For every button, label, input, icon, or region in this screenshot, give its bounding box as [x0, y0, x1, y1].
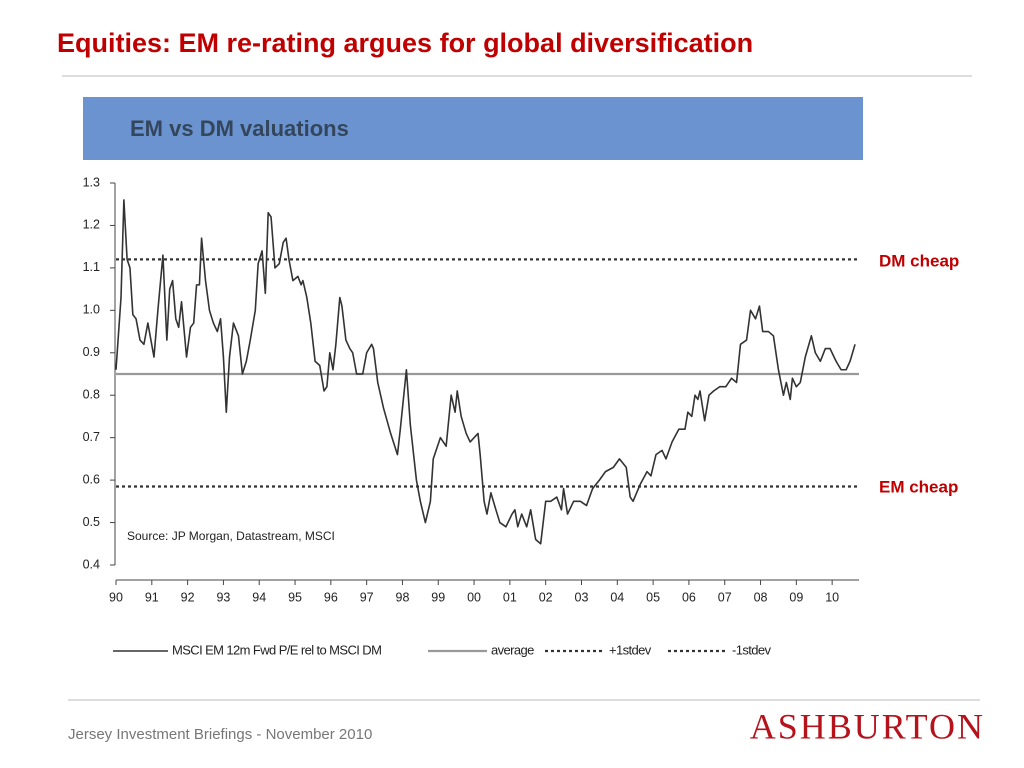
y-tick-label: 1.1	[83, 260, 100, 274]
x-tick-label: 09	[789, 590, 803, 604]
x-tick-label: 95	[288, 590, 302, 604]
y-tick-label: 0.5	[83, 515, 100, 529]
x-tick-label: 08	[754, 590, 768, 604]
annotation: DM cheap	[879, 251, 959, 270]
chart-title: EM vs DM valuations	[130, 116, 349, 141]
x-tick-label: 01	[503, 590, 517, 604]
y-tick-label: 0.6	[83, 472, 100, 486]
x-tick-label: 99	[431, 590, 445, 604]
x-tick-label: 94	[252, 590, 266, 604]
x-tick-label: 96	[324, 590, 338, 604]
x-tick-label: 06	[682, 590, 696, 604]
x-tick-label: 93	[216, 590, 230, 604]
slide-title: Equities: EM re-rating argues for global…	[57, 28, 753, 58]
legend-label: MSCI EM 12m Fwd P/E rel to MSCI DM	[172, 642, 381, 657]
x-tick-label: 98	[396, 590, 410, 604]
x-tick-label: 03	[575, 590, 589, 604]
legend-label: +1stdev	[609, 642, 652, 657]
series-line	[115, 199, 856, 545]
x-tick-label: 07	[718, 590, 732, 604]
x-tick-label: 00	[467, 590, 481, 604]
y-tick-label: 1.3	[83, 175, 100, 189]
x-tick-label: 91	[145, 590, 159, 604]
y-tick-label: 0.8	[83, 388, 100, 402]
y-tick-label: 0.4	[83, 557, 100, 571]
y-tick-label: 0.9	[83, 345, 100, 359]
y-tick-label: 1.0	[83, 303, 100, 317]
legend-label: average	[491, 642, 534, 657]
footer-text: Jersey Investment Briefings - November 2…	[68, 726, 372, 743]
plot: 1.3 1.2 1.1 1.0 0.9 0.8 0.7 0.6 0.5 0.4 90 91 92 93 94…	[83, 175, 859, 657]
annotation: EM cheap	[879, 477, 958, 496]
x-tick-label: 02	[539, 590, 553, 604]
y-tick-label: 0.7	[83, 430, 100, 444]
x-tick-label: 92	[181, 590, 195, 604]
logo: ASHBURTON	[750, 706, 985, 746]
x-tick-label: 10	[825, 590, 839, 604]
y-tick-label: 1.2	[83, 218, 100, 232]
x-tick-label: 90	[109, 590, 123, 604]
x-tick-label: 04	[610, 590, 624, 604]
source-note: Source: JP Morgan, Datastream, MSCI	[127, 529, 335, 543]
x-tick-label: 05	[646, 590, 660, 604]
legend-label: -1stdev	[732, 642, 772, 657]
x-tick-label: 97	[360, 590, 374, 604]
chart-header	[83, 97, 863, 160]
